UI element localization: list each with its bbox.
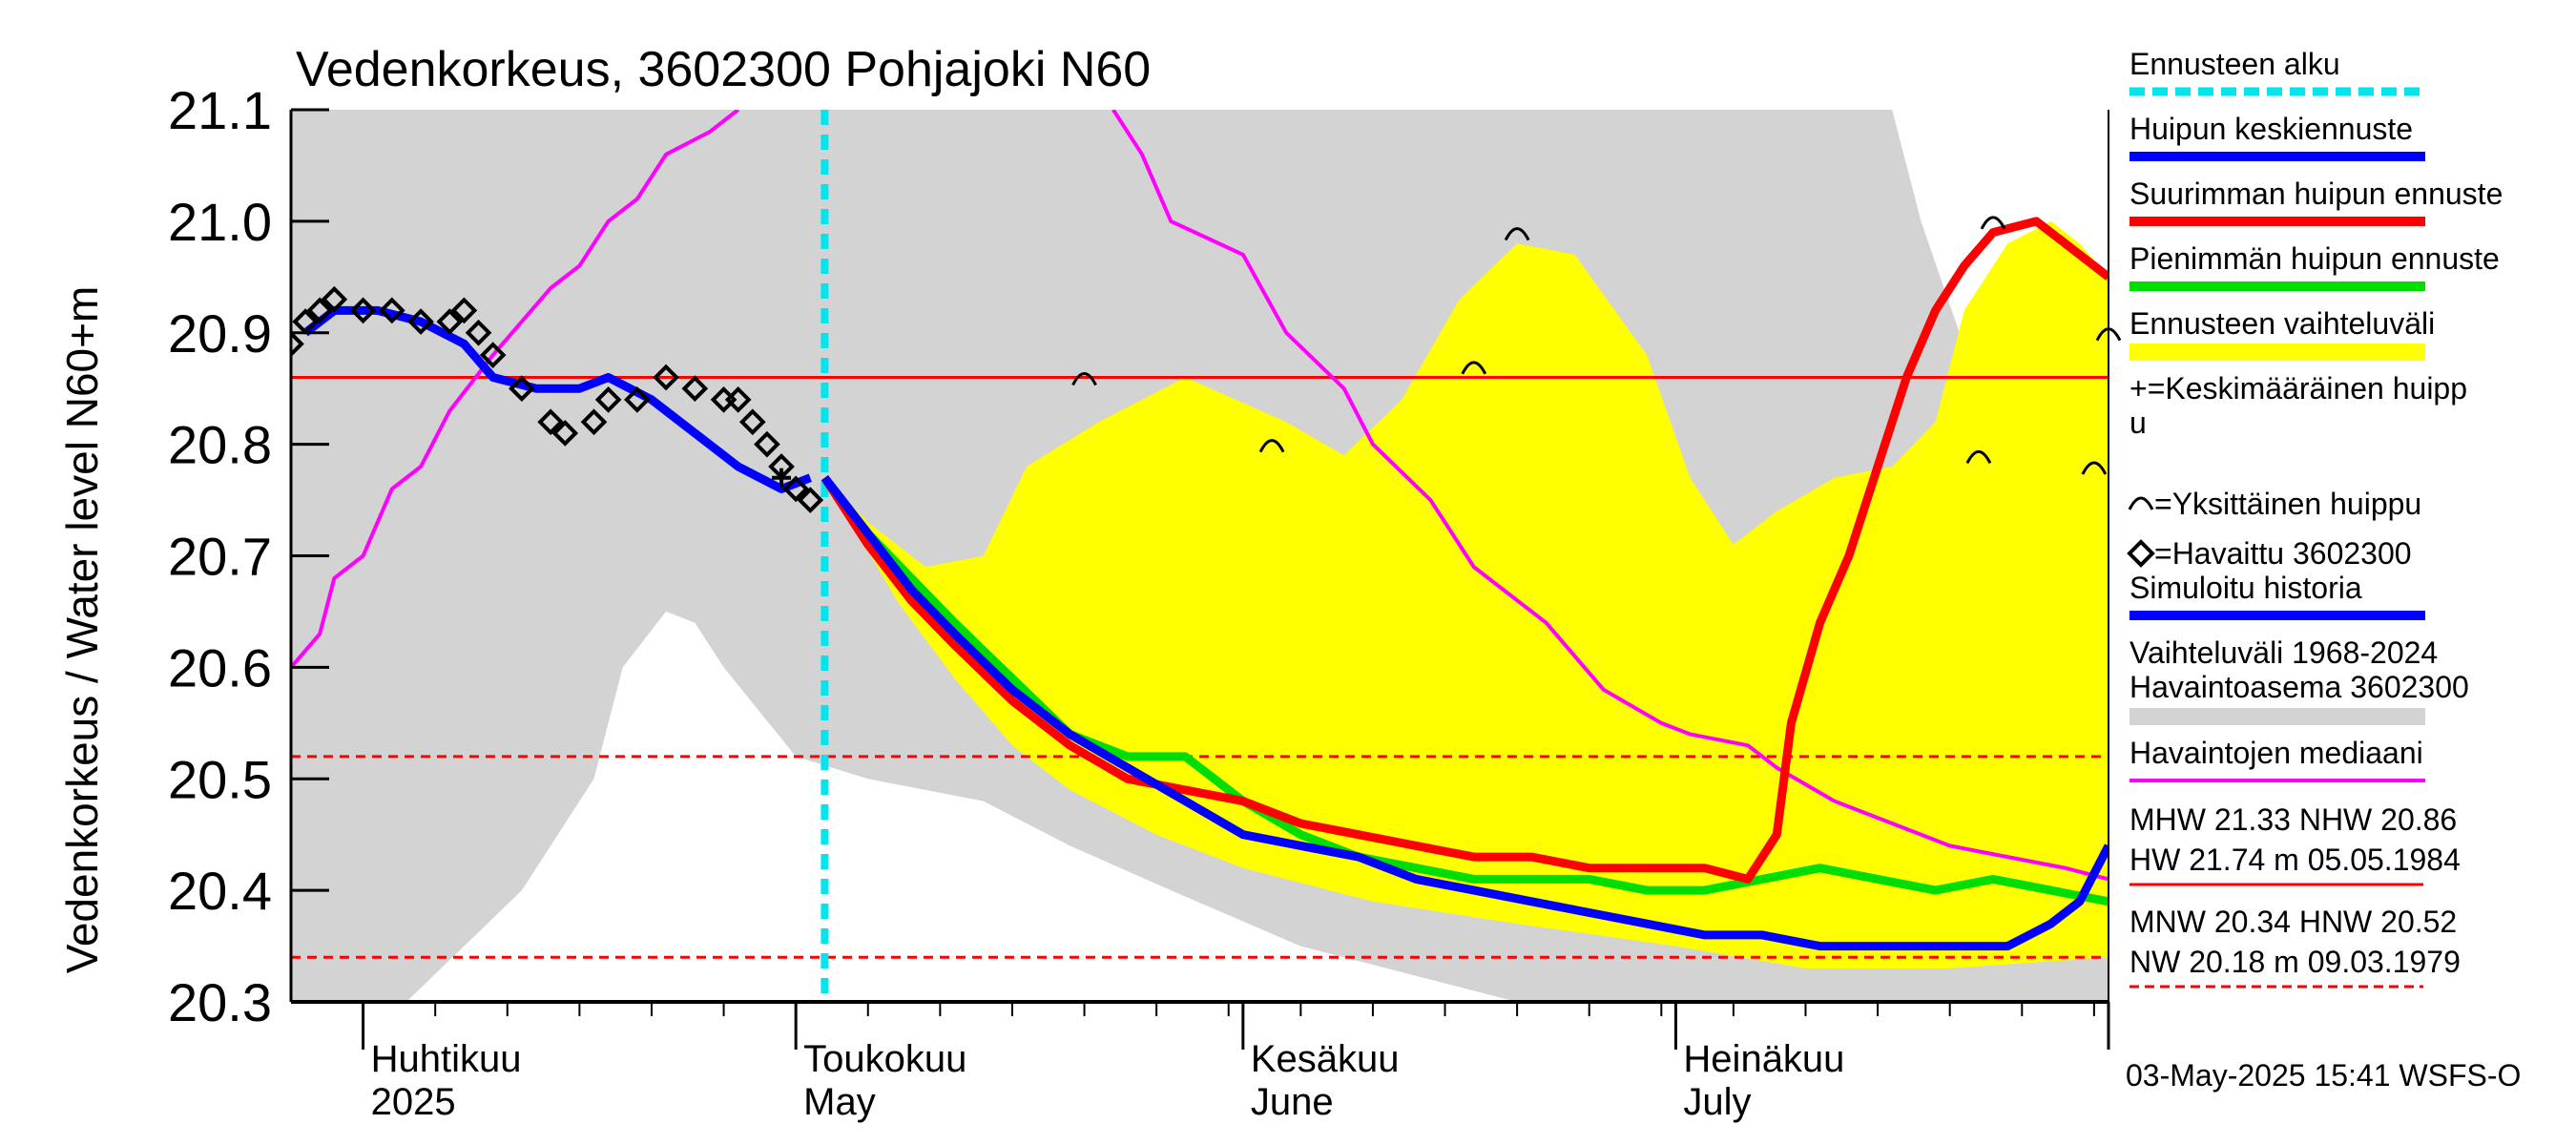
y-tick-label-5: 20.8 [168,415,272,475]
legend-item-5-label: +=Keskimääräinen huipp [2129,371,2467,406]
y-tick-label-1: 20.4 [168,861,272,921]
legend-item-0-label: Ennusteen alku [2129,47,2340,81]
observed-point-2 [306,297,334,324]
x-month-sublabel-2: June [1251,1081,1334,1123]
observed-point-11 [509,375,535,403]
y-tick-label-4: 20.7 [168,527,272,587]
observed-point-16 [624,386,651,413]
peak-marker-6 [2081,461,2108,475]
y-tick-label-3: 20.6 [168,637,272,697]
series-havaintojen-mediaani-part2 [1111,110,2109,882]
stats-line-3: MNW 20.34 HNW 20.52 [2129,905,2457,939]
mean-peak-marker [772,468,792,488]
peak-marker-2 [1461,361,1487,375]
y-tick-label-7: 21.0 [168,192,272,252]
legend-item-8-swatch [2129,611,2425,620]
legend-item-8-label: Simuloitu historia [2129,571,2362,605]
observed-point-0 [291,330,304,358]
legend-item-5-label-2: u [2129,406,2147,440]
y-tick-label-6: 20.9 [168,303,272,364]
observed-point-6 [407,308,434,335]
peak-marker-5 [1980,216,2006,230]
x-month-sublabel-1: May [803,1081,876,1123]
legend: Ennusteen alku Huipun keskiennuste Suurimm… [2127,47,2503,782]
observed-point-7 [436,308,464,335]
observed-point-12 [537,408,564,436]
observed-point-22 [754,430,780,458]
observed-point-10 [479,342,507,368]
observed-point-8 [450,297,478,324]
series-pienimm-n-huipun-ennuste [821,474,2109,906]
plot-area [291,110,2122,1002]
legend-item-9-label-2: Havaintoasema 3602300 [2129,670,2469,704]
x-month-label-2: Kesäkuu [1251,1038,1400,1080]
x-month-sublabel-0: 2025 [371,1081,456,1123]
y-tick-label-0: 20.3 [168,972,272,1032]
x-month-label-3: Heinäkuu [1683,1038,1844,1080]
y-axis-label: Vedenkorkeus / Water level N60+m [57,286,107,974]
observed-point-25 [797,487,824,513]
chart-title: Vedenkorkeus, 3602300 Pohjajoki N60 [296,42,1151,97]
stats-line-2: HW 21.74 m 05.05.1984 [2129,843,2461,877]
observed-point-20 [724,386,752,413]
x-month-label-0: Huhtikuu [371,1038,522,1080]
legend-item-3-label: Pienimmän huipun ennuste [2129,241,2500,276]
observed-point-18 [681,375,709,403]
stats-line-4: NW 20.18 m 09.03.1979 [2129,945,2461,979]
legend-item-9-swatch [2129,708,2425,725]
legend-item-7-symbol [2127,539,2155,568]
legend-item-1-swatch [2129,152,2425,161]
peak-marker-4 [1965,449,1992,465]
observed-point-4 [349,297,377,324]
legend-item-2-swatch [2129,217,2425,226]
observed-point-5 [379,297,405,324]
legend-item-4-label: Ennusteen vaihteluväli [2129,306,2435,341]
series-huipun-keskiennuste [821,474,2109,951]
observed-point-9 [465,319,492,346]
observed-point-21 [738,408,766,436]
peak-marker-3 [1504,227,1530,241]
legend-item-7-label: =Havaittu 3602300 [2154,536,2412,571]
legend-item-1-label: Huipun keskiennuste [2129,112,2413,146]
legend-item-4-swatch [2129,344,2425,361]
stats-line-1: MHW 21.33 NHW 20.86 [2129,802,2457,837]
legend-item-2-label: Suurimman huipun ennuste [2129,177,2503,211]
axes: 20.3 20.4 20.5 20.6 20.7 20.8 20.9 21.0 21.1 Huht… [168,80,2110,1123]
peak-marker-0 [1071,372,1097,386]
legend-item-9-label: Vaihteluväli 1968-2024 [2129,635,2438,670]
legend-item-6-symbol [2128,496,2154,510]
series-havaintojen-mediaani [291,110,739,669]
footer-timestamp: 03-May-2025 15:41 WSFS-O [2126,1058,2521,1093]
stats-block: MHW 21.33 NHW 20.86 HW 21.74 m 05.05.198… [2129,802,2461,989]
observed-point-14 [580,408,608,436]
y-tick-label-8: 21.1 [168,80,272,140]
series-suurimman-huipun-ennuste [821,217,2109,884]
peak-marker-1 [1258,439,1285,453]
observed-point-15 [594,386,622,413]
legend-item-10-label: Havaintojen mediaani [2129,736,2423,770]
x-month-sublabel-3: July [1683,1081,1751,1123]
observed-point-17 [653,364,679,391]
plot-content [291,110,2109,1002]
legend-item-3-swatch [2129,281,2425,291]
observed-point-24 [782,475,809,503]
y-tick-label-2: 20.5 [168,749,272,809]
observed-point-3 [321,285,348,313]
legend-item-10-swatch [2129,779,2425,782]
observed-point-13 [551,420,579,447]
legend-item-6-label: =Yksittäinen huippu [2154,487,2421,521]
x-month-label-1: Toukokuu [803,1038,966,1080]
